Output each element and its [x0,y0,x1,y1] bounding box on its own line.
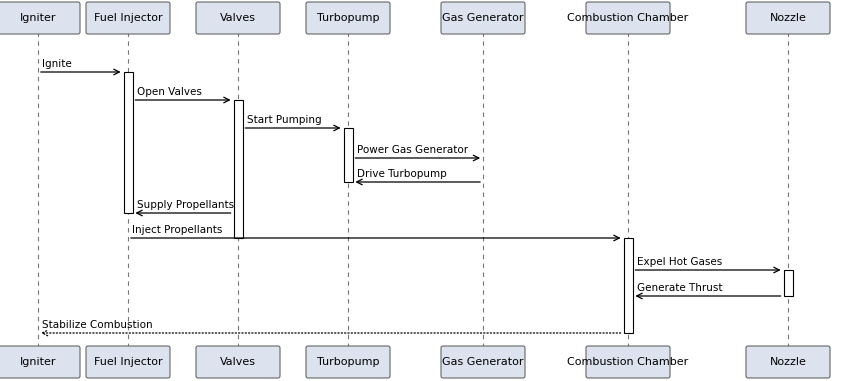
FancyBboxPatch shape [586,346,670,378]
Text: Gas Generator: Gas Generator [442,357,524,367]
Text: Valves: Valves [220,357,256,367]
Text: Valves: Valves [220,13,256,23]
Text: Expel Hot Gases: Expel Hot Gases [636,257,722,267]
FancyBboxPatch shape [746,346,830,378]
Text: Nozzle: Nozzle [770,13,806,23]
Text: Supply Propellants: Supply Propellants [137,200,233,210]
FancyBboxPatch shape [0,346,80,378]
Bar [783,270,793,296]
FancyBboxPatch shape [196,2,280,34]
Text: Turbopump: Turbopump [316,13,380,23]
Text: Igniter: Igniter [20,357,56,367]
Text: Turbopump: Turbopump [316,357,380,367]
Text: Combustion Chamber: Combustion Chamber [568,13,688,23]
FancyBboxPatch shape [86,2,170,34]
Text: Fuel Injector: Fuel Injector [94,13,162,23]
Text: Nozzle: Nozzle [770,357,806,367]
Bar [233,100,243,238]
Text: Stabilize Combustion: Stabilize Combustion [42,320,153,330]
Bar [123,72,133,213]
Text: Open Valves: Open Valves [137,87,202,97]
Text: Generate Thrust: Generate Thrust [636,283,722,293]
Text: Ignite: Ignite [42,59,72,69]
Text: Fuel Injector: Fuel Injector [94,357,162,367]
Text: Combustion Chamber: Combustion Chamber [568,357,688,367]
FancyBboxPatch shape [306,346,390,378]
Text: Gas Generator: Gas Generator [442,13,524,23]
Bar [344,128,352,182]
FancyBboxPatch shape [441,346,525,378]
Text: Inject Propellants: Inject Propellants [132,225,222,235]
Text: Start Pumping: Start Pumping [246,115,321,125]
Bar [623,238,633,333]
FancyBboxPatch shape [746,2,830,34]
FancyBboxPatch shape [441,2,525,34]
FancyBboxPatch shape [0,2,80,34]
FancyBboxPatch shape [306,2,390,34]
FancyBboxPatch shape [196,346,280,378]
FancyBboxPatch shape [586,2,670,34]
FancyBboxPatch shape [86,346,170,378]
Text: Power Gas Generator: Power Gas Generator [357,145,468,155]
Text: Drive Turbopump: Drive Turbopump [357,169,446,179]
Text: Igniter: Igniter [20,13,56,23]
